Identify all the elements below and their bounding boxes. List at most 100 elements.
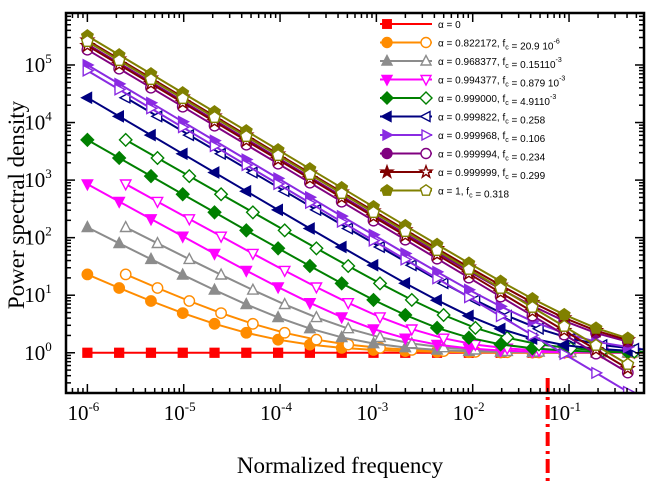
data-point bbox=[430, 339, 444, 352]
data-point bbox=[531, 322, 544, 336]
data-point bbox=[341, 258, 356, 274]
data-point bbox=[245, 205, 261, 220]
series-line-7-open bbox=[86, 48, 629, 374]
data-point bbox=[208, 248, 221, 261]
data-point bbox=[368, 234, 381, 247]
data-point bbox=[621, 357, 635, 370]
data-point bbox=[177, 347, 188, 358]
data-point bbox=[366, 258, 379, 272]
data-point bbox=[627, 342, 640, 356]
legend-label: α = 0.999000, fc = 4.9110-3 bbox=[438, 94, 556, 108]
data-point bbox=[214, 231, 228, 244]
data-point bbox=[499, 330, 515, 345]
data-point bbox=[398, 333, 412, 346]
data-point bbox=[239, 265, 253, 278]
data-point bbox=[239, 129, 253, 143]
legend-item: α = 0.999968, fc = 0.106 bbox=[380, 128, 546, 145]
series-layer bbox=[79, 29, 644, 393]
data-point bbox=[462, 262, 476, 275]
data-point bbox=[246, 282, 260, 295]
data-point bbox=[176, 231, 190, 244]
legend: α = 0 α = 0.822172, fc = 20.9 10-6 α = 0.9… bbox=[379, 19, 565, 201]
data-point bbox=[335, 330, 349, 343]
data-point bbox=[144, 72, 158, 86]
data-point bbox=[310, 333, 323, 346]
legend-label: α = 0.999999, fc = 0.299 bbox=[438, 168, 546, 182]
data-point bbox=[336, 215, 349, 229]
data-point bbox=[302, 222, 315, 235]
data-point bbox=[373, 330, 387, 343]
data-point bbox=[400, 253, 413, 266]
data-point bbox=[213, 187, 229, 202]
data-point bbox=[183, 295, 196, 307]
legend-item: α = 0.999822, fc = 0.258 bbox=[379, 110, 546, 127]
data-point bbox=[272, 347, 284, 358]
y-tick-label: 104 bbox=[24, 109, 52, 135]
legend-label: α = 1, fc = 0.318 bbox=[438, 187, 509, 201]
data-point bbox=[114, 83, 127, 96]
data-point bbox=[145, 347, 157, 358]
data-point bbox=[373, 312, 387, 325]
data-point bbox=[432, 272, 445, 285]
data-point bbox=[310, 310, 323, 323]
legend-marker-filled bbox=[379, 163, 395, 179]
series-line-9-open bbox=[86, 40, 629, 366]
data-point bbox=[112, 53, 126, 67]
legend-marker-open bbox=[419, 74, 433, 87]
x-tick-label: 10-4 bbox=[260, 399, 292, 425]
data-point bbox=[557, 319, 571, 332]
legend-marker-filled bbox=[381, 36, 393, 49]
legend-label: α = 0.999994, fc = 0.234 bbox=[438, 150, 546, 164]
data-point bbox=[372, 276, 388, 291]
legend-marker-filled bbox=[382, 19, 392, 29]
legend-label: α = 0.822172, fc = 20.9 10-6 bbox=[438, 39, 560, 53]
data-point bbox=[144, 214, 158, 227]
legend-item: α = 0 bbox=[380, 19, 461, 31]
data-point bbox=[151, 282, 164, 294]
legend-marker-filled bbox=[380, 91, 394, 105]
data-point bbox=[119, 268, 132, 281]
data-point bbox=[182, 168, 197, 184]
data-point bbox=[209, 347, 220, 358]
data-point bbox=[182, 214, 196, 227]
data-point bbox=[146, 102, 159, 115]
data-point bbox=[215, 307, 227, 319]
data-point bbox=[589, 321, 603, 334]
data-point bbox=[334, 276, 349, 291]
x-tick-label: 10-1 bbox=[549, 399, 581, 425]
data-point bbox=[111, 150, 127, 166]
data-point bbox=[111, 110, 125, 123]
data-point bbox=[176, 267, 190, 280]
data-point bbox=[310, 282, 323, 295]
data-point bbox=[525, 300, 539, 313]
data-point bbox=[398, 276, 411, 290]
legend-marker-open bbox=[419, 183, 433, 196]
data-point bbox=[145, 295, 157, 307]
legend-marker-open bbox=[418, 163, 434, 179]
x-tick-label: 10-2 bbox=[453, 399, 485, 425]
data-point bbox=[151, 196, 164, 209]
data-point bbox=[556, 338, 570, 352]
data-point bbox=[241, 158, 254, 172]
data-point bbox=[214, 267, 228, 280]
y-tick-label: 102 bbox=[24, 224, 52, 250]
data-point bbox=[207, 205, 222, 220]
x-tick-label: 10-6 bbox=[67, 399, 99, 425]
data-point bbox=[271, 148, 285, 162]
data-point bbox=[461, 309, 474, 323]
y-tick-label: 103 bbox=[24, 166, 52, 192]
data-point bbox=[246, 248, 260, 261]
data-point bbox=[177, 120, 191, 134]
data-point bbox=[278, 326, 291, 339]
data-point bbox=[309, 241, 324, 256]
data-point bbox=[176, 91, 190, 105]
data-point bbox=[367, 324, 380, 337]
data-point bbox=[495, 309, 508, 323]
data-point bbox=[305, 196, 318, 210]
data-point bbox=[81, 220, 94, 233]
data-point bbox=[246, 317, 259, 330]
data-point bbox=[302, 258, 318, 274]
data-point bbox=[404, 292, 420, 308]
y-axis-title: Power spectral density bbox=[4, 100, 29, 309]
